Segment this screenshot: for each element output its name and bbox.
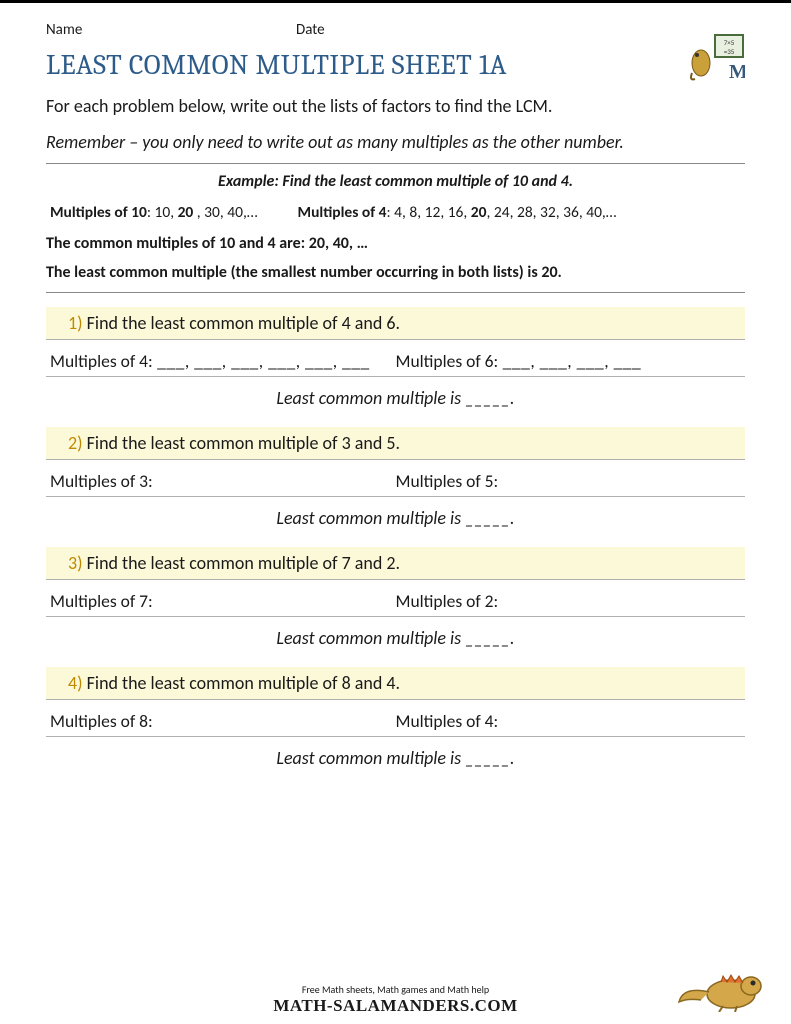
problem-prompt: 3) Find the least common multiple of 7 a…: [46, 547, 745, 580]
salamander-logo-icon: 7×5 =35 M: [687, 33, 745, 83]
answer-line: Least common multiple is _____.: [46, 507, 745, 529]
multiples-row: Multiples of 8:Multiples of 4:: [46, 710, 745, 737]
svg-text:7×5: 7×5: [724, 38, 735, 47]
multiples-b: Multiples of 5:: [396, 470, 742, 492]
svg-text:M: M: [729, 61, 745, 83]
multiples-row: Multiples of 3:Multiples of 5:: [46, 470, 745, 497]
name-label: Name: [46, 21, 296, 39]
problem-prompt: 2) Find the least common multiple of 3 a…: [46, 427, 745, 460]
example-common: The common multiples of 10 and 4 are: 20…: [46, 234, 745, 253]
answer-line: Least common multiple is _____.: [46, 627, 745, 649]
answer-line: Least common multiple is _____.: [46, 387, 745, 409]
example-title: Example: Find the least common multiple …: [46, 172, 745, 191]
multiples-a: Multiples of 4: ___, ___, ___, ___, ___,…: [50, 350, 396, 372]
example-block: Example: Find the least common multiple …: [46, 163, 745, 293]
multiples-a: Multiples of 3:: [50, 470, 396, 492]
multiples-b: Multiples of 2:: [396, 590, 742, 612]
multiples-b: Multiples of 4:: [396, 710, 742, 732]
intro-text: For each problem below, write out the li…: [46, 95, 745, 117]
problem-4: 4) Find the least common multiple of 8 a…: [46, 667, 745, 769]
remember-text: Remember – you only need to write out as…: [46, 131, 745, 153]
example-multiples-b: Multiples of 4: 4, 8, 12, 16, 20, 24, 28…: [298, 203, 617, 222]
worksheet-title: LEAST COMMON MULTIPLE SHEET 1A: [46, 49, 745, 81]
salamander-mascot-icon: [673, 956, 763, 1012]
problem-prompt: 4) Find the least common multiple of 8 a…: [46, 667, 745, 700]
problem-2: 2) Find the least common multiple of 3 a…: [46, 427, 745, 529]
problem-prompt: 1) Find the least common multiple of 4 a…: [46, 307, 745, 340]
problem-1: 1) Find the least common multiple of 4 a…: [46, 307, 745, 409]
date-label: Date: [296, 21, 325, 39]
example-least: The least common multiple (the smallest …: [46, 263, 745, 282]
multiples-a: Multiples of 7:: [50, 590, 396, 612]
multiples-a: Multiples of 8:: [50, 710, 396, 732]
multiples-row: Multiples of 4: ___, ___, ___, ___, ___,…: [46, 350, 745, 377]
multiples-b: Multiples of 6: ___, ___, ___, ___: [396, 350, 742, 372]
svg-text:=35: =35: [724, 47, 735, 56]
answer-line: Least common multiple is _____.: [46, 747, 745, 769]
worksheet-header: Name Date: [46, 21, 745, 39]
example-multiples-a: Multiples of 10: 10, 20 , 30, 40,…: [50, 203, 258, 222]
problem-3: 3) Find the least common multiple of 7 a…: [46, 547, 745, 649]
multiples-row: Multiples of 7:Multiples of 2:: [46, 590, 745, 617]
